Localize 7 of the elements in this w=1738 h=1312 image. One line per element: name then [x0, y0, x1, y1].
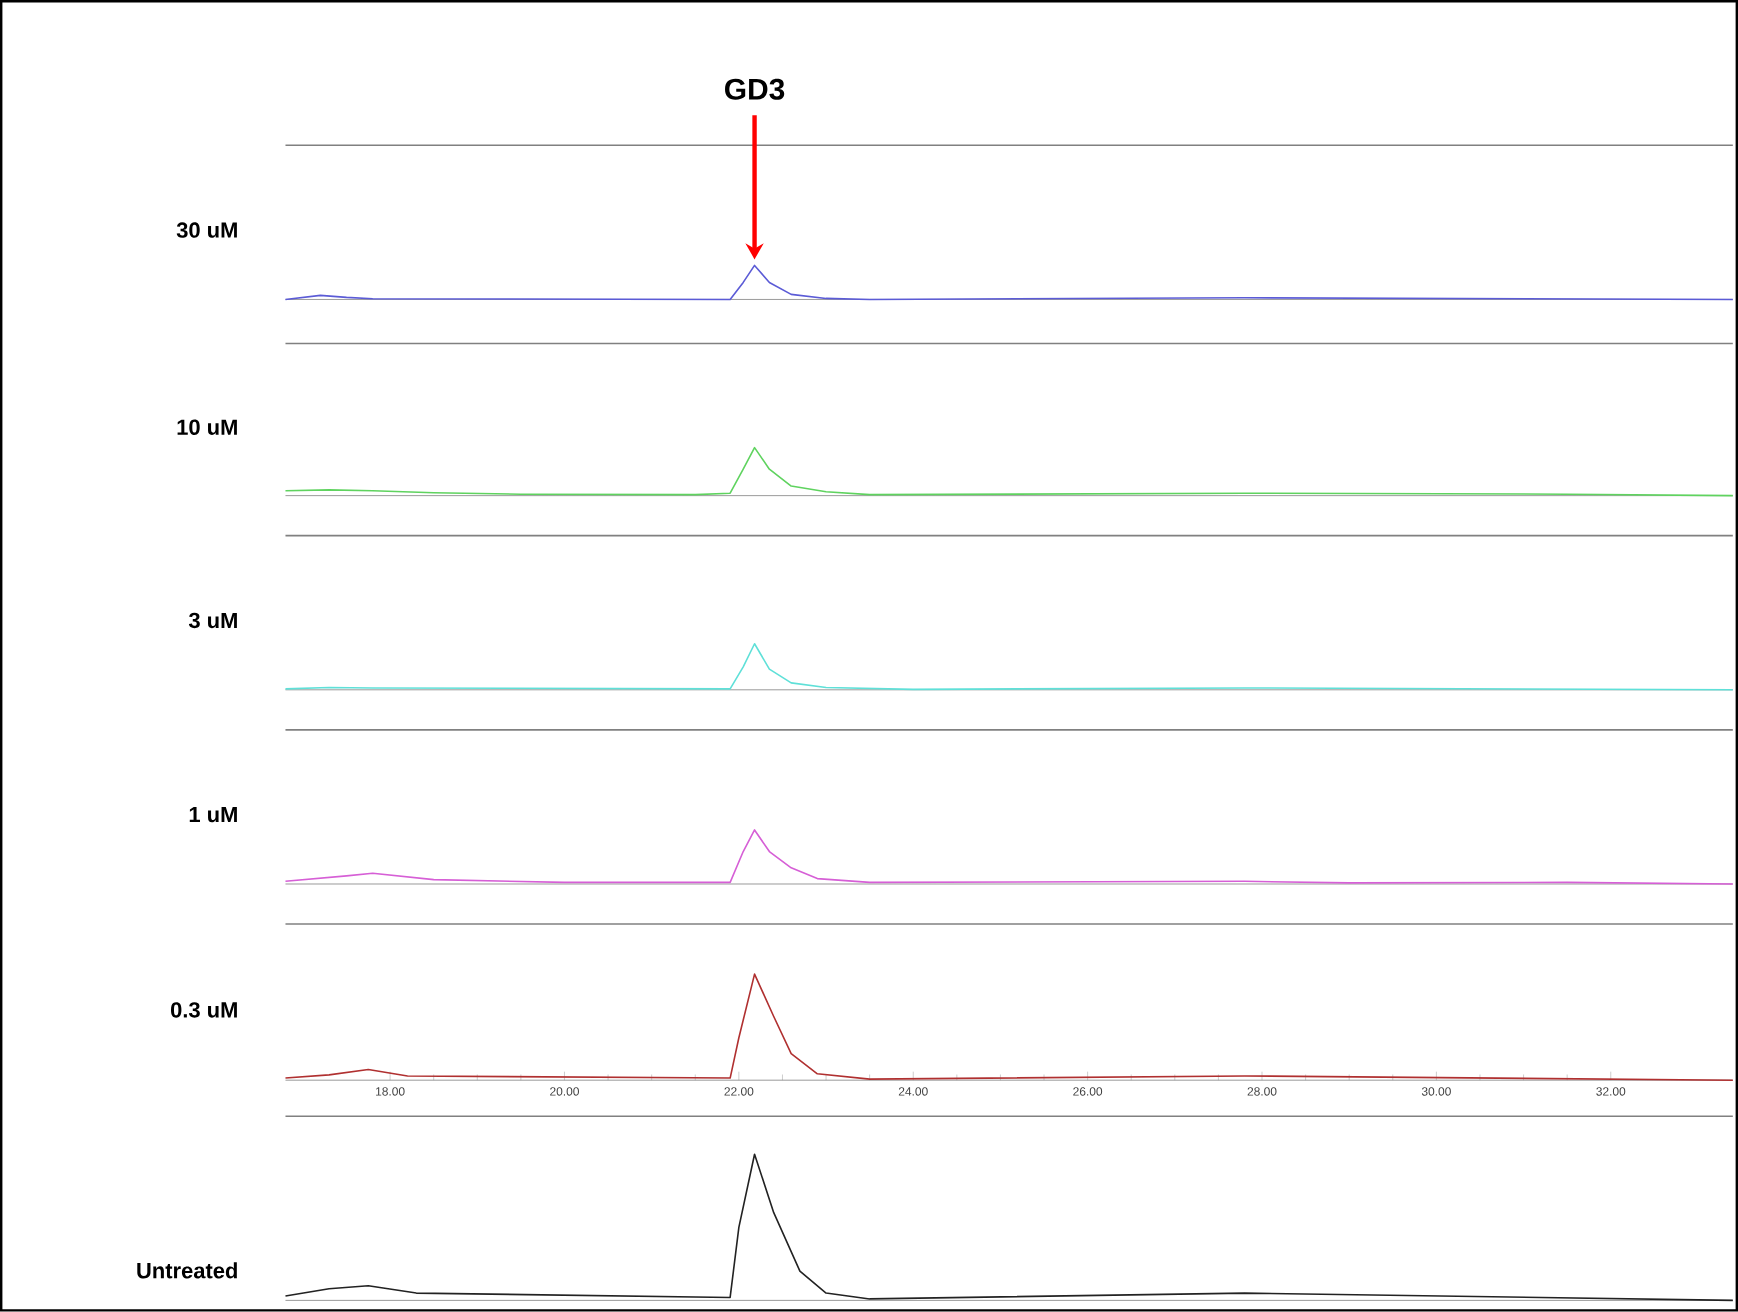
annotation: GD3 — [725, 78, 785, 101]
y-axis-title: 10 uM — [177, 419, 237, 436]
y-axis-title: 30 uM — [176, 222, 237, 239]
y-axis-title: Untreated — [137, 1262, 237, 1279]
y-axis-title: 1 uM — [189, 807, 237, 823]
y-axis-title: 0.3 uM — [171, 1002, 237, 1018]
y-axis-title: 3 uM — [188, 612, 237, 629]
